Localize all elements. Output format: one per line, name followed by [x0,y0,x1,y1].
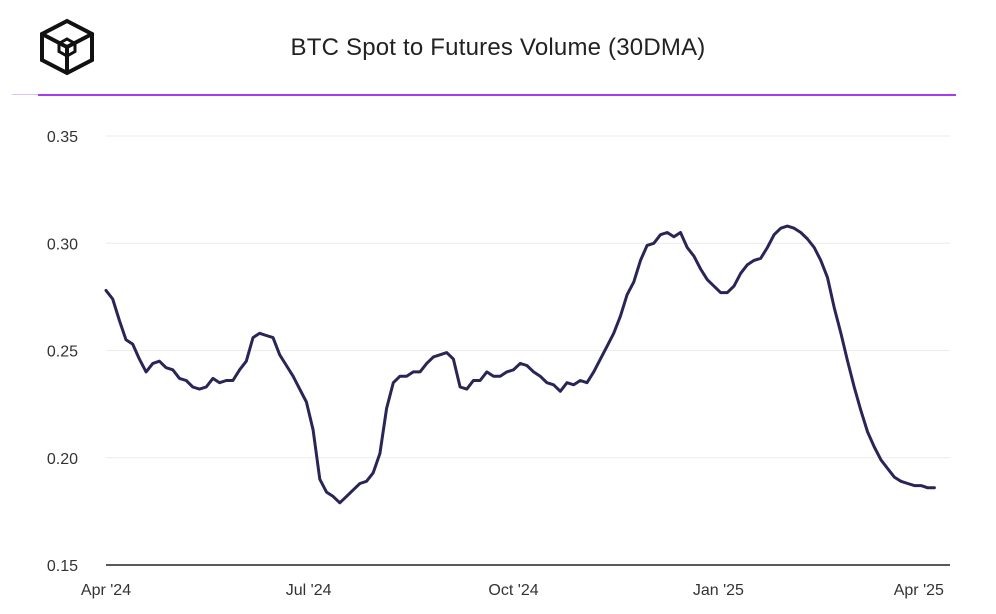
x-tick-label: Apr '24 [81,582,131,599]
plot-area [104,224,936,505]
x-tick-label: Apr '25 [894,582,944,599]
x-tick-label: Jan '25 [693,582,744,599]
series-line [104,224,936,505]
y-axis: 0.15 0.20 0.25 0.30 0.35 [47,129,78,575]
x-tick-label: Jul '24 [286,582,332,599]
y-tick-label: 0.35 [47,129,78,146]
y-tick-label: 0.20 [47,451,78,468]
y-tick-label: 0.25 [47,344,78,361]
y-tick-label: 0.15 [47,558,78,575]
cube-logo-icon [40,18,94,76]
chart-title: BTC Spot to Futures Volume (30DMA) [290,34,706,61]
x-axis: Apr '24 Jul '24 Oct '24 Jan '25 Apr '25 [81,582,944,599]
y-tick-label: 0.30 [47,236,78,253]
x-tick-label: Oct '24 [488,582,538,599]
header-accent-line [38,94,956,96]
gridlines [106,135,950,566]
